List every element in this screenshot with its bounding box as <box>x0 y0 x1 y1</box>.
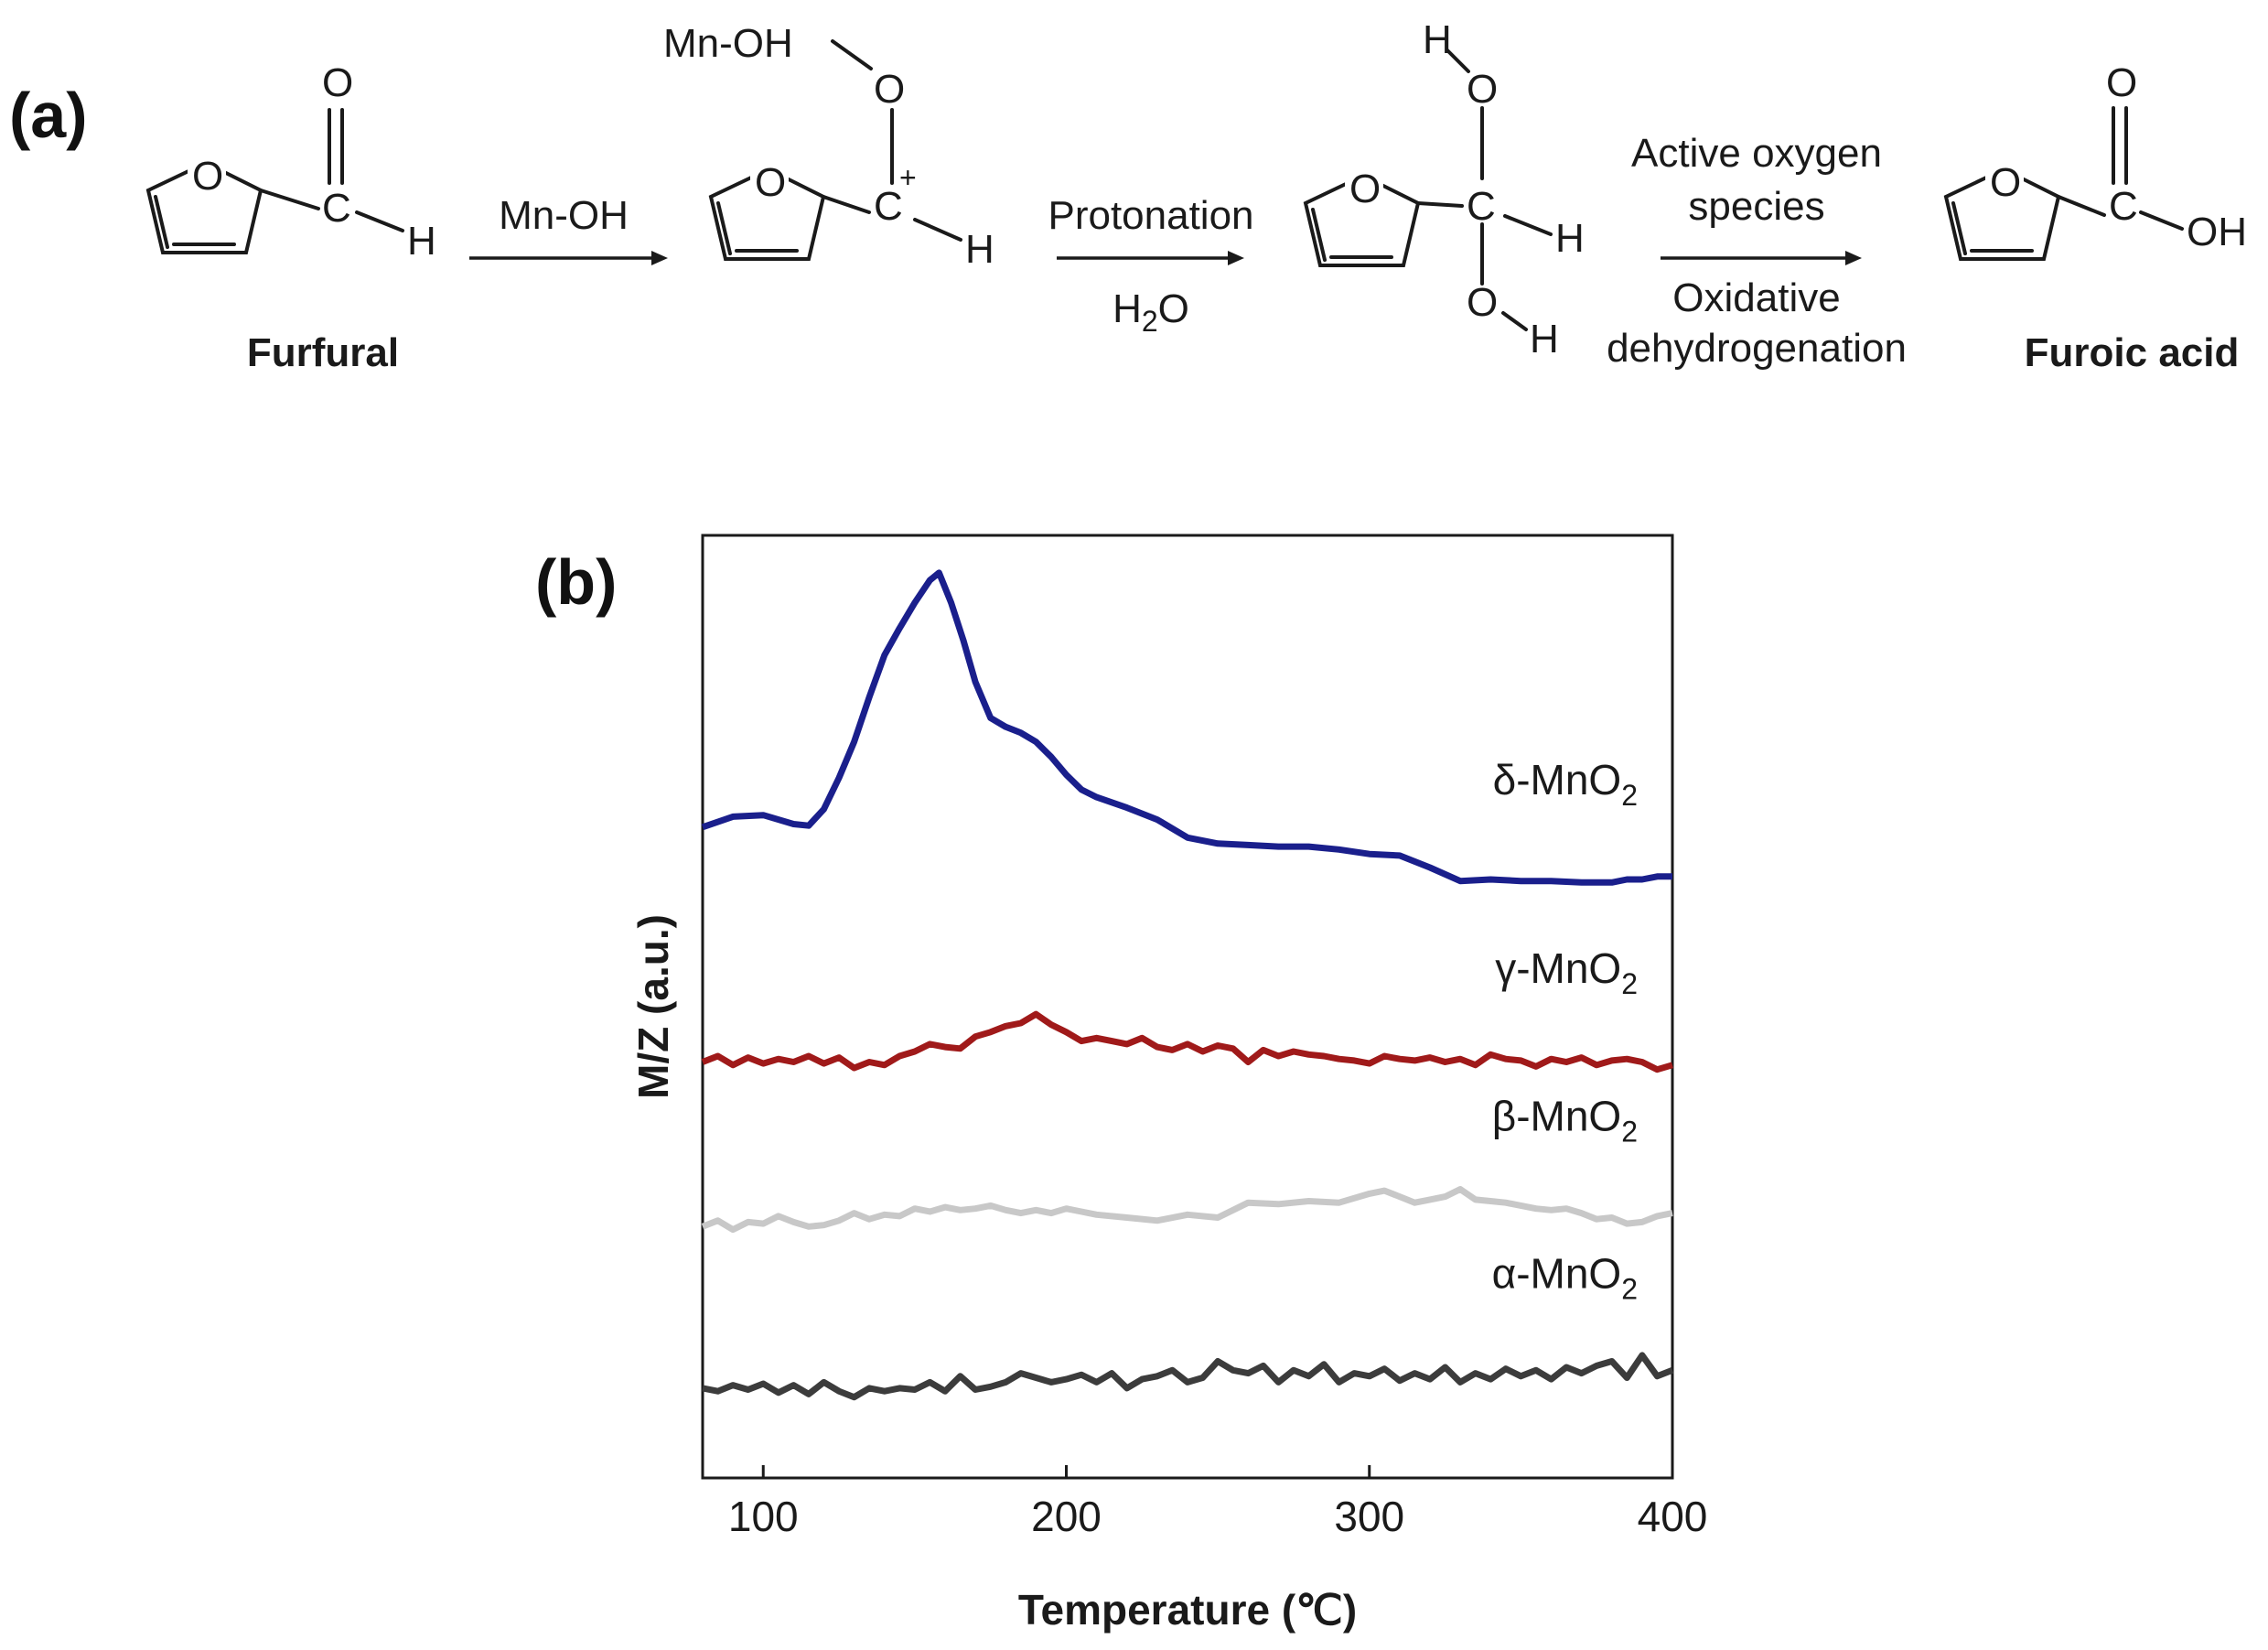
arrowhead-step3 <box>1845 251 1862 265</box>
panel-b-label: (b) <box>535 546 617 618</box>
x-tick-label: 400 <box>1638 1493 1708 1540</box>
x-tick-label: 300 <box>1334 1493 1404 1540</box>
atom-o-bottom-3: O <box>1467 280 1498 325</box>
x-axis-label: Temperature (℃) <box>1018 1586 1357 1634</box>
series-label-gamma: γ-MnO2 <box>1495 944 1638 1000</box>
atom-h-top-3: H <box>1423 17 1452 62</box>
atom-c: C <box>322 186 351 231</box>
atom-o-ring-2: O <box>755 160 786 205</box>
atom-oh-4: OH <box>2187 210 2247 254</box>
step1-reagent: Mn-OH <box>499 193 629 238</box>
intermediate-carbocation: O C + O H Mn-OH <box>663 21 994 272</box>
atom-o-top-3: O <box>1467 67 1498 112</box>
series-line-gamma <box>701 1010 1673 1073</box>
atom-h: H <box>407 219 436 264</box>
step3-bottom-line2: dehydrogenation <box>1607 326 1907 371</box>
y-axis-label: M/Z (a.u.) <box>629 914 677 1099</box>
step3-top-line1: Active oxygen <box>1631 131 1882 176</box>
step2-bottom: H2O <box>1113 286 1189 338</box>
furoic-acid-label: Furoic acid <box>2025 330 2240 375</box>
step3-top-line2: species <box>1688 184 1824 229</box>
atom-o-ring-4: O <box>1990 160 2021 205</box>
series-lines <box>701 569 1674 1401</box>
series-label-delta: δ-MnO2 <box>1493 756 1638 812</box>
arrowhead-step1 <box>651 251 668 265</box>
atom-h-bottom-3: H <box>1530 317 1559 361</box>
series-label-alpha: α-MnO2 <box>1492 1249 1638 1305</box>
series-line-delta <box>701 569 1672 886</box>
plus-charge: + <box>899 161 917 194</box>
atom-o-ring: O <box>192 154 223 199</box>
x-tick-label: 100 <box>728 1493 799 1540</box>
mnoh-label: Mn-OH <box>663 21 793 66</box>
atom-c-3: C <box>1467 184 1496 229</box>
panel-a-label: (a) <box>9 80 88 151</box>
atom-c-plus: C <box>874 184 903 229</box>
plot-frame <box>701 534 1674 1480</box>
intermediate-gem-diol: O C O H H O H <box>1303 17 1585 361</box>
furfural-structure: O C O H <box>145 60 436 264</box>
atom-o-carbonyl: O <box>322 60 353 105</box>
atom-h-side-3: H <box>1555 216 1585 261</box>
atom-o-ring-3: O <box>1349 167 1381 211</box>
x-tick-label: 200 <box>1031 1493 1102 1540</box>
series-label-beta: β-MnO2 <box>1492 1093 1638 1149</box>
furfural-label: Furfural <box>247 330 399 375</box>
arrowhead-step2 <box>1228 251 1244 265</box>
series-labels: δ-MnO2 γ-MnO2 β-MnO2 α-MnO2 <box>1492 756 1638 1306</box>
x-axis: 100 200 300 400 <box>728 1465 1708 1540</box>
furoic-acid-structure: O C O OH <box>1943 60 2247 261</box>
atom-o-carbonyl-4: O <box>2106 60 2137 105</box>
atom-o-2: O <box>874 67 905 112</box>
series-line-beta <box>701 1186 1673 1234</box>
tpd-chart: 100 200 300 400 δ-MnO2 γ-MnO2 β-MnO2 α-MnO2 Te… <box>629 534 1708 1634</box>
step3-bottom-line1: Oxidative <box>1672 275 1840 320</box>
series-line-alpha <box>702 1352 1674 1401</box>
atom-c-4: C <box>2109 184 2138 229</box>
atom-h-2: H <box>965 227 994 272</box>
step2-top: Protonation <box>1048 193 1253 238</box>
